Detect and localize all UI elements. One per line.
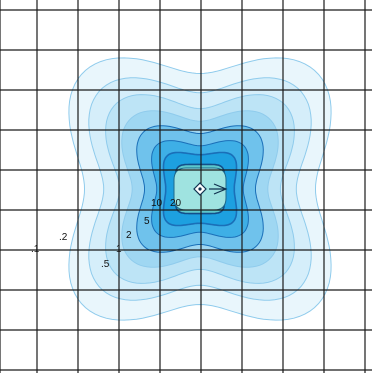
contour-label-3: 1 [116,244,122,255]
contour-labels: .1 .2 .5 1 2 5 10 20 [31,198,182,270]
contour-label-4: 2 [126,230,132,241]
contour-label-7: 20 [170,198,182,209]
contour-label-1: .2 [59,232,68,243]
contour-label-0: .1 [31,244,40,255]
source-dot [198,187,202,191]
direction-arrow-icon [209,183,228,195]
contour-label-5: 5 [144,216,150,227]
contour-label-6: 10 [151,198,163,209]
contour-label-2: .5 [101,259,110,270]
source-markers [193,182,228,196]
